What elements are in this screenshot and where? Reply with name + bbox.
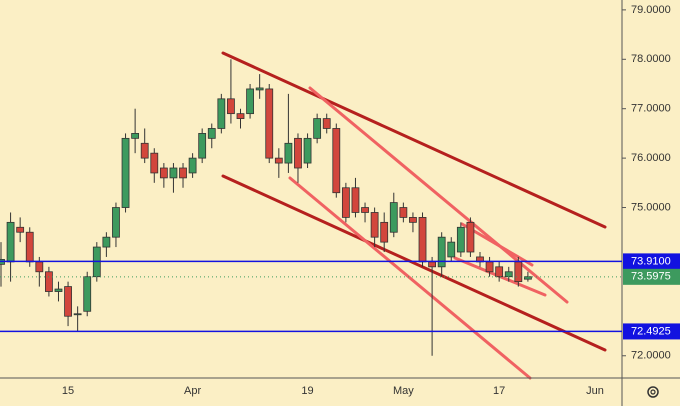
candle-body: [159, 167, 168, 179]
candle-body: [399, 207, 408, 218]
y-tick-label: 76.0000: [631, 152, 671, 164]
price-label-box: [623, 268, 680, 285]
candle-body: [227, 98, 235, 115]
price-label-box: [623, 323, 680, 340]
candle-body: [322, 118, 331, 129]
candle-body: [64, 286, 72, 317]
x-tick-label: May: [393, 385, 414, 397]
candle-body: [102, 236, 111, 248]
candle-body: [45, 271, 53, 292]
y-tick-label: 72.0000: [631, 350, 671, 362]
candle-body: [437, 236, 446, 268]
candle-body: [389, 202, 398, 233]
x-tick-label: Jun: [586, 385, 604, 397]
y-tick-label: 79.0000: [631, 4, 671, 16]
candle-body: [140, 142, 149, 159]
y-tick-label: 75.0000: [631, 201, 671, 213]
candle-body: [246, 88, 254, 115]
candle-body: [495, 266, 504, 278]
candle-body: [380, 221, 389, 243]
y-tick-label: 77.0000: [631, 103, 671, 115]
candle-body: [25, 231, 34, 263]
candle-body: [514, 261, 523, 283]
candle-body: [255, 87, 264, 91]
y-tick-label: 78.0000: [631, 53, 671, 65]
candle-body: [169, 167, 178, 179]
candle-body: [351, 187, 360, 213]
candle-body: [466, 221, 475, 253]
candle-body: [188, 157, 197, 174]
candle-body: [131, 133, 140, 139]
candle-body: [294, 137, 302, 169]
settings-icon-ring[interactable]: [647, 386, 659, 398]
trend-line: [308, 86, 569, 304]
candle-body: [121, 137, 130, 208]
candle-body: [83, 276, 92, 312]
candle-body: [73, 313, 82, 316]
candle-body: [303, 137, 312, 164]
x-tick-label: 19: [301, 385, 313, 397]
candle-body: [504, 271, 513, 278]
candle-body: [524, 276, 532, 280]
candle-body: [370, 212, 379, 238]
settings-icon-core[interactable]: [650, 389, 656, 395]
candle-body: [284, 142, 293, 164]
price-label: 72.4925: [631, 325, 671, 337]
candle-body: [332, 128, 341, 194]
trend-line: [221, 51, 607, 229]
candle-body: [207, 128, 216, 139]
price-label: 73.9100: [631, 255, 671, 267]
candle-body: [274, 157, 283, 164]
price-label-box: [623, 253, 680, 270]
candle-body: [112, 207, 120, 238]
candle-body: [409, 217, 417, 223]
candle-body: [6, 221, 15, 263]
candle-body: [341, 187, 350, 218]
trend-line: [288, 176, 532, 380]
candle-body: [236, 113, 245, 119]
candle-body: [54, 288, 63, 292]
candle-body: [447, 241, 456, 258]
x-tick-label: Apr: [184, 385, 201, 397]
candle-body: [150, 152, 159, 174]
candle-body: [198, 133, 207, 159]
candle-body: [265, 88, 274, 159]
candle-body: [428, 261, 437, 268]
candle-body: [361, 207, 369, 213]
candle-body: [485, 261, 494, 273]
x-tick-label: 17: [493, 385, 505, 397]
candle-body: [313, 118, 322, 139]
x-tick-label: 15: [62, 385, 74, 397]
trend-line: [221, 174, 607, 352]
candle-body: [179, 167, 187, 179]
candle-body: [456, 226, 465, 253]
settings-icon[interactable]: [647, 386, 659, 398]
price-label: 73.5975: [631, 271, 671, 283]
candle-body: [418, 217, 427, 263]
candle-body: [217, 98, 226, 129]
candle-body: [35, 261, 44, 273]
candle-body: [16, 226, 25, 233]
